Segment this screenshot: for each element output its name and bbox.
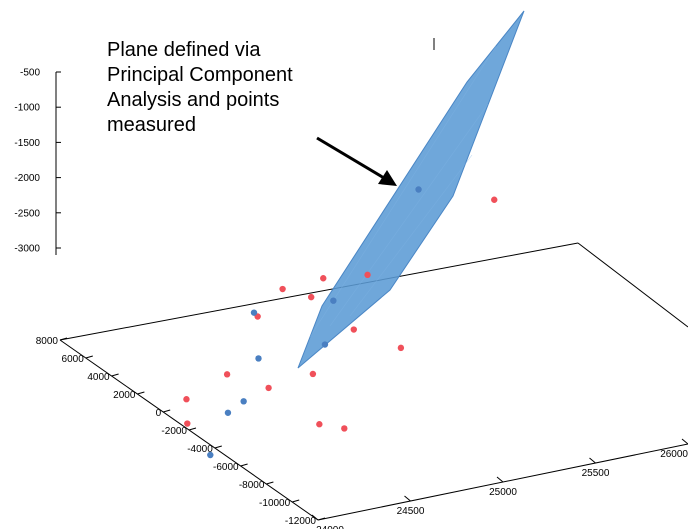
annotation-line-1: Plane defined via (107, 39, 261, 61)
y-tick-mark (137, 391, 145, 395)
z-tick-label: -3000 (14, 244, 40, 255)
z-tick-label: -500 (20, 68, 40, 79)
y-tick-label: -2000 (161, 426, 187, 437)
y-tick-label: 8000 (36, 336, 59, 347)
x-tick-mark (496, 476, 504, 483)
y-tick-mark (214, 445, 222, 449)
floor-edge-right (577, 242, 688, 328)
data-point (397, 344, 405, 352)
data-point (265, 384, 272, 392)
data-point (341, 425, 348, 432)
floor-edge-back (59, 242, 579, 341)
z-tick-label: -2500 (14, 208, 40, 219)
y-tick-mark (317, 517, 326, 521)
plane-mesh (309, 45, 497, 338)
y-tick-mark (266, 481, 274, 485)
y-tick-mark (111, 373, 119, 377)
data-point (250, 309, 258, 316)
data-point (183, 396, 190, 403)
y-tick-mark (85, 355, 93, 359)
annotation-text: Plane defined via Principal Component An… (107, 38, 367, 138)
x-tick-label: 24000 (316, 525, 344, 529)
data-point (255, 355, 262, 362)
data-point (224, 409, 232, 416)
y-tick-label: 4000 (87, 372, 110, 383)
y-tick-mark (163, 409, 171, 413)
y-tick-label: -4000 (187, 444, 213, 455)
x-tick-mark (589, 457, 596, 464)
data-point (184, 420, 191, 427)
annotation-line-3: Analysis and points (107, 89, 280, 111)
y-tick-label: -6000 (213, 462, 239, 473)
y-tick-label: 6000 (62, 354, 85, 365)
data-point (364, 271, 371, 279)
pca-plane (297, 10, 525, 369)
y-tick-mark (188, 427, 197, 431)
data-point (207, 451, 214, 459)
annotation-line-2: Principal Component (107, 64, 293, 86)
data-point (240, 398, 247, 405)
y-tick-mark (240, 463, 248, 467)
x-tick-label: 26000 (660, 449, 688, 460)
x-tick-mark (311, 514, 319, 521)
y-tick-mark (292, 499, 300, 503)
data-point (320, 275, 327, 282)
x-tick-mark (404, 495, 411, 502)
y-tick-label: -10000 (259, 498, 291, 509)
data-point (223, 371, 231, 378)
y-tick-label: 0 (156, 408, 162, 419)
y-tick-mark (59, 337, 68, 341)
data-point (279, 285, 286, 293)
x-tick-mark (681, 438, 688, 445)
annotation-line-4: measured (107, 114, 196, 136)
y-tick-label: -8000 (239, 480, 265, 491)
z-tick-label: -1500 (14, 138, 40, 149)
y-tick-label: 2000 (113, 390, 136, 401)
data-point (415, 186, 422, 193)
x-axis-ticks: 24000 24500 25000 25500 26000 (311, 438, 688, 529)
data-point (350, 326, 357, 333)
data-point (330, 297, 337, 304)
x-tick-label: 25500 (582, 468, 610, 479)
x-tick-label: 24500 (397, 506, 425, 517)
z-axis-ticks: -500 -1000 -1500 -2000 -2500 -3000 (14, 68, 61, 255)
z-tick-label: -1000 (14, 103, 40, 114)
data-point (308, 293, 315, 301)
data-point (309, 370, 317, 378)
annotation-arrow (316, 136, 397, 186)
z-tick-label: -2000 (14, 173, 40, 184)
data-point (316, 421, 323, 428)
data-point (491, 196, 498, 203)
y-tick-label: -12000 (285, 516, 317, 527)
data-point (321, 341, 329, 348)
measured-points (183, 186, 498, 459)
x-tick-label: 25000 (489, 487, 517, 498)
